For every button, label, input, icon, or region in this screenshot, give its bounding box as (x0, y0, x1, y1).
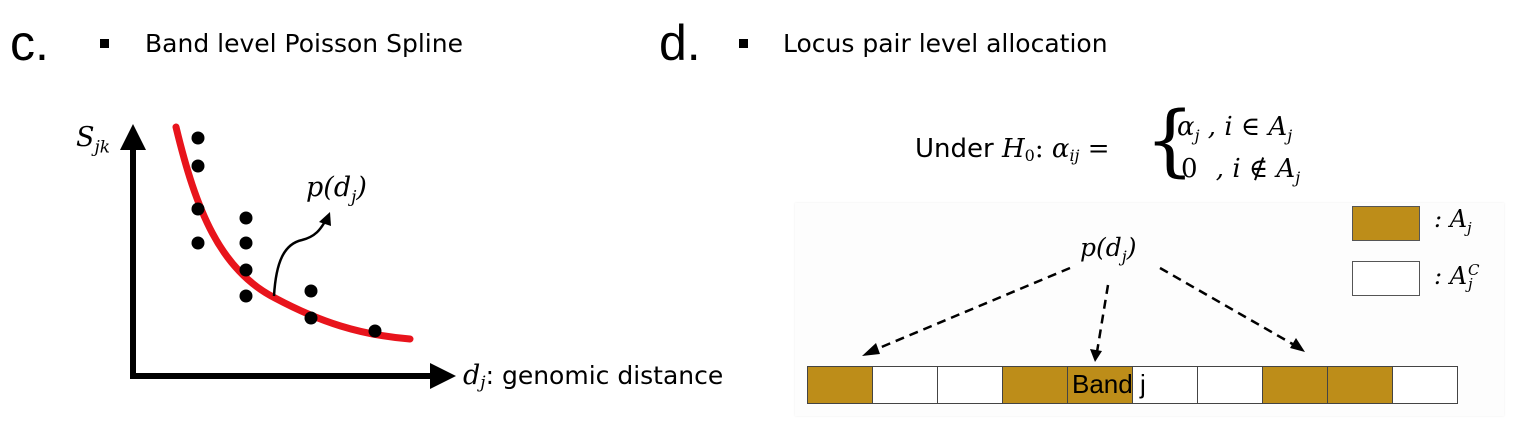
band-cell (807, 366, 873, 404)
x-axis-label: dj: genomic distance (463, 360, 724, 394)
y-axis-label: Sjk (76, 122, 111, 158)
band-cell (1392, 366, 1458, 404)
band-cell (937, 366, 1003, 404)
data-point (239, 236, 253, 250)
panel-d-letter: d. (659, 15, 701, 71)
arrow-left (871, 266, 1071, 353)
band-cell: Band j (1067, 366, 1146, 404)
band-label: Band j (1072, 369, 1146, 399)
cases-brace: { (1145, 96, 1195, 186)
band-row: Band j (807, 366, 1458, 404)
band-cell (872, 366, 938, 404)
data-points (191, 131, 382, 338)
panel-d-heading: Locus pair level allocation (783, 29, 1108, 58)
panel-c-bullet (100, 39, 109, 48)
band-cell (1197, 366, 1263, 404)
arrow-middle (1095, 284, 1110, 353)
data-point (191, 202, 205, 216)
curve-label: p(dj) (306, 172, 367, 208)
data-point (239, 263, 253, 277)
arrow-right (1159, 266, 1297, 348)
curve-label-pointer-head (319, 212, 331, 226)
legend-label-in-set: : Aj (1434, 205, 1472, 237)
case-in-set: αj , i ∈ Aj (1177, 112, 1293, 146)
arrow-middle-head (1090, 349, 1102, 362)
legend-swatch-in-set (1352, 206, 1420, 241)
case-not-in-set: 0 , i ∉ Aj (1181, 154, 1301, 188)
panel-c-letter: c. (10, 15, 49, 71)
band-cell (1327, 366, 1393, 404)
data-point (191, 236, 205, 250)
y-axis-arrowhead (120, 124, 146, 150)
band-cell (1002, 366, 1068, 404)
data-point (239, 289, 253, 303)
data-point (304, 311, 318, 325)
spline-curve (172, 123, 414, 343)
data-point (191, 159, 205, 173)
curve-label-pointer (272, 219, 328, 297)
arrow-left-head (862, 343, 880, 356)
arrow-right-head (1290, 338, 1305, 352)
panel-c-heading: Band level Poisson Spline (145, 29, 463, 58)
data-point (191, 131, 205, 145)
legend-swatch-complement (1352, 261, 1420, 296)
data-point (304, 284, 318, 298)
data-point (239, 211, 253, 225)
allocation-source-label: p(dj) (1080, 233, 1137, 266)
data-point (368, 324, 382, 338)
band-cell (1262, 366, 1328, 404)
poisson-spline-plot (120, 123, 456, 389)
panel-d-bullet (739, 39, 748, 48)
x-axis-arrowhead (430, 363, 456, 389)
